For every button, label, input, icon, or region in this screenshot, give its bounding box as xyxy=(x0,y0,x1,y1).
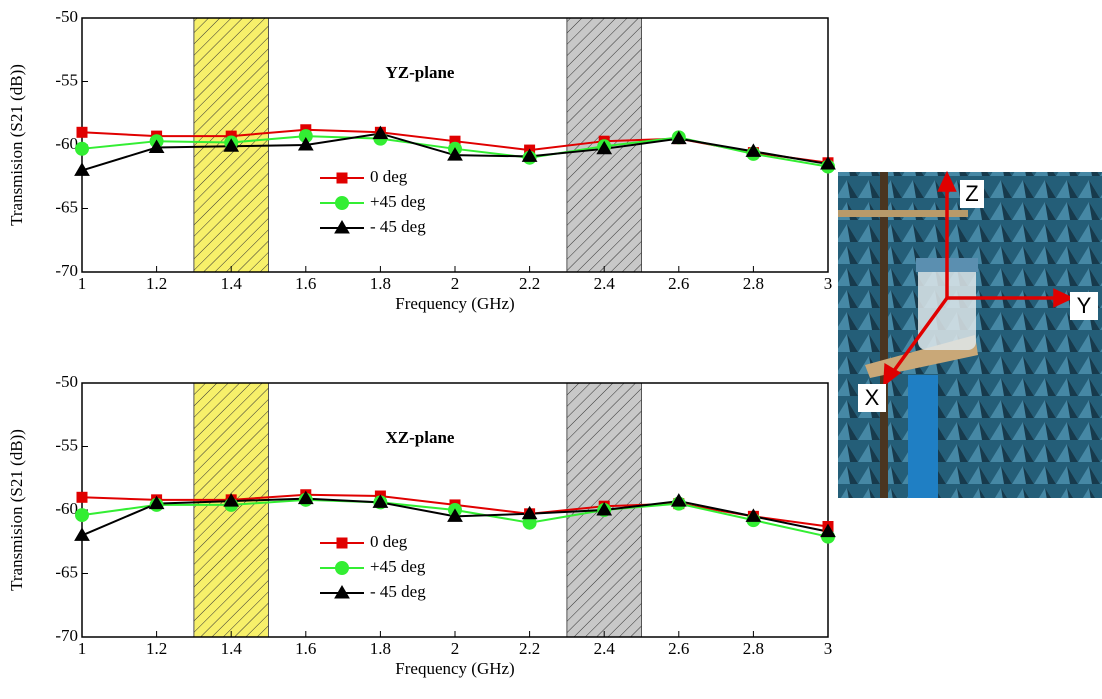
x-tick-label: 3 xyxy=(824,639,833,658)
y-tick-label: -60 xyxy=(55,134,78,153)
x-tick-label: 1.8 xyxy=(370,639,391,658)
x-tick-label: 1.6 xyxy=(295,274,316,293)
x-tick-label: 1.2 xyxy=(146,274,167,293)
photo-pole xyxy=(880,172,888,498)
marker xyxy=(77,127,87,137)
marker xyxy=(337,538,347,548)
x-axis-label: Frequency (GHz) xyxy=(395,659,514,678)
photo-axis-label: Y xyxy=(1077,293,1092,318)
x-tick-label: 2.4 xyxy=(594,639,616,658)
legend-label: 0 deg xyxy=(370,167,408,186)
chart-title: YZ-plane xyxy=(386,63,455,82)
x-tick-label: 2.2 xyxy=(519,639,540,658)
y-tick-label: -55 xyxy=(55,70,78,89)
legend-label: 0 deg xyxy=(370,532,408,551)
x-tick-label: 2.4 xyxy=(594,274,616,293)
marker xyxy=(76,142,89,155)
x-tick-label: 1 xyxy=(78,639,87,658)
y-tick-label: -60 xyxy=(55,499,78,518)
x-tick-label: 2.2 xyxy=(519,274,540,293)
photo: Z Y X xyxy=(838,172,1102,498)
marker xyxy=(337,173,347,183)
x-axis-label: Frequency (GHz) xyxy=(395,294,514,313)
chart-title: XZ-plane xyxy=(386,428,455,447)
legend-label: - 45 deg xyxy=(370,582,426,601)
x-tick-label: 1.2 xyxy=(146,639,167,658)
y-tick-label: -65 xyxy=(55,562,78,581)
legend-label: +45 deg xyxy=(370,192,426,211)
x-tick-label: 2 xyxy=(451,639,460,658)
x-tick-label: 2.8 xyxy=(743,274,764,293)
y-tick-label: -70 xyxy=(55,261,78,280)
x-tick-label: 2.6 xyxy=(668,274,689,293)
y-tick-label: -50 xyxy=(55,7,78,26)
x-tick-label: 1.4 xyxy=(221,639,243,658)
legend-label: - 45 deg xyxy=(370,217,426,236)
x-tick-label: 2.6 xyxy=(668,639,689,658)
marker xyxy=(77,492,87,502)
y-tick-label: -50 xyxy=(55,372,78,391)
marker xyxy=(76,509,89,522)
y-tick-label: -70 xyxy=(55,626,78,645)
marker xyxy=(336,562,349,575)
y-tick-label: -65 xyxy=(55,197,78,216)
x-tick-label: 2.8 xyxy=(743,639,764,658)
photo-axis-label: X xyxy=(865,385,880,410)
x-tick-label: 1.4 xyxy=(221,274,243,293)
photo-stand xyxy=(908,375,938,498)
x-tick-label: 1 xyxy=(78,274,87,293)
x-tick-label: 2 xyxy=(451,274,460,293)
marker xyxy=(336,197,349,210)
y-axis-label: Transmision (S21 (dB)) xyxy=(7,64,26,226)
photo-axis-label: Z xyxy=(965,181,978,206)
y-tick-label: -55 xyxy=(55,435,78,454)
legend-label: +45 deg xyxy=(370,557,426,576)
x-tick-label: 3 xyxy=(824,274,833,293)
x-tick-label: 1.6 xyxy=(295,639,316,658)
figure: Z Y X -70 -65 -60 -55 -50 1 1.2 1.4 1.6 1.8 2 2.2 2.… xyxy=(0,0,1102,699)
x-tick-label: 1.8 xyxy=(370,274,391,293)
y-axis-label: Transmision (S21 (dB)) xyxy=(7,429,26,591)
